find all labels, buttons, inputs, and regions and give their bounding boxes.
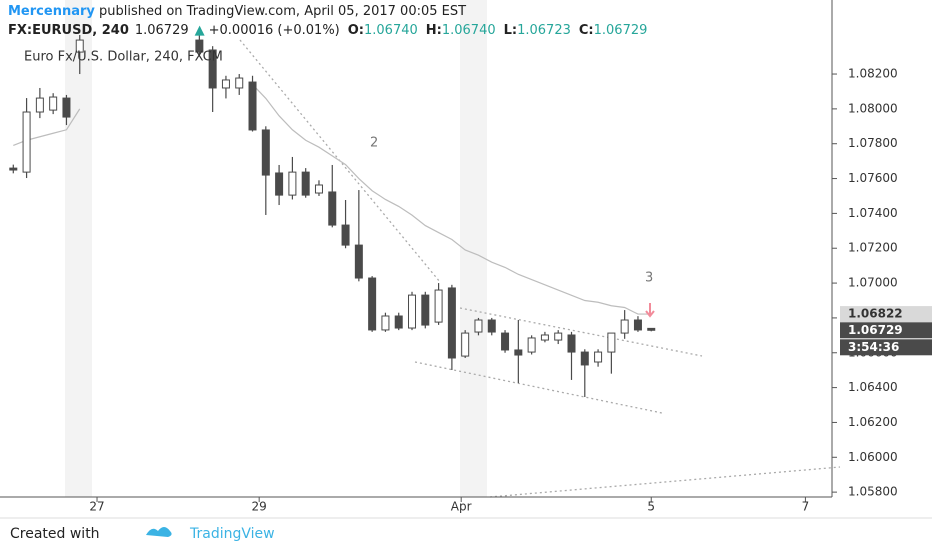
- arrow-down: [645, 303, 655, 318]
- price-tag-label: 1.06729: [848, 323, 903, 337]
- candle-body: [461, 332, 470, 357]
- candle-body: [354, 244, 363, 279]
- c-label: C:: [579, 23, 594, 38]
- candle-body: [447, 287, 456, 359]
- footer-brand[interactable]: TradingView: [189, 526, 275, 542]
- chart-title: Euro Fx/U.S. Dollar, 240, FXCM: [24, 50, 223, 65]
- candle-body: [301, 171, 310, 196]
- y-tick-label: 1.07400: [848, 206, 898, 220]
- x-tick-label: 7: [802, 500, 810, 514]
- y-tick-label: 1.07000: [848, 276, 898, 290]
- l-label: L:: [504, 23, 517, 38]
- candle-body: [22, 111, 31, 173]
- x-tick-label: Apr: [451, 500, 472, 514]
- candle-body: [527, 337, 536, 353]
- candle-body: [620, 319, 629, 334]
- y-tick-label: 1.07800: [848, 136, 898, 150]
- candle-body: [633, 319, 642, 331]
- candle-body: [421, 294, 430, 326]
- trendlines: [239, 39, 841, 498]
- o: 1.06740: [364, 23, 418, 38]
- candle-body: [514, 349, 523, 356]
- h-label: H:: [426, 23, 442, 38]
- candle-body: [487, 319, 496, 333]
- y-tick-label: 1.06400: [848, 380, 898, 394]
- candle-body: [62, 97, 71, 118]
- session-shade: [65, 0, 92, 497]
- logo[interactable]: [146, 527, 172, 537]
- y-tick-label: 1.06000: [848, 450, 898, 464]
- l: 1.06723: [517, 23, 571, 38]
- x-tick-label: 27: [89, 500, 104, 514]
- quote-line: FX:EURUSD, 240 1.06729 ▲ +0.00016 (+0.01%) O…: [8, 23, 647, 38]
- last: 1.06729: [135, 23, 189, 38]
- y-tick-label: 1.05800: [848, 485, 898, 499]
- arrow: ▲: [195, 23, 205, 38]
- author[interactable]: Mercennary: [8, 4, 95, 19]
- candle-body: [35, 97, 44, 113]
- y-tick-label: 1.07600: [848, 171, 898, 185]
- countdown: 3:54:36: [848, 340, 899, 354]
- candle-body: [314, 184, 323, 194]
- candle-body: [288, 171, 297, 196]
- c: 1.06729: [594, 23, 648, 38]
- price-tag-label: 1.06822: [848, 307, 903, 321]
- header-line: Mercennary published on TradingView.com,…: [8, 4, 466, 19]
- candle-body: [567, 334, 576, 353]
- candle-body: [594, 351, 603, 363]
- o-label: O:: [348, 23, 364, 38]
- candle-body: [607, 332, 616, 353]
- y-tick-label: 1.08000: [848, 101, 898, 115]
- candle-body: [341, 224, 350, 246]
- candle-body: [501, 332, 510, 351]
- symbol: FX:EURUSD, 240: [8, 23, 129, 38]
- annotation: 3: [645, 271, 653, 286]
- y-tick-label: 1.08200: [848, 67, 898, 81]
- countdown-tag: [840, 339, 932, 356]
- candle-body: [49, 96, 58, 111]
- candle-body: [368, 277, 377, 331]
- footer-text: Created with: [10, 526, 100, 542]
- y-tick-label: 1.07200: [848, 241, 898, 255]
- candle-body: [221, 79, 230, 89]
- candle-body: [9, 167, 18, 171]
- candle-body: [554, 332, 563, 341]
- candle-body: [381, 315, 390, 331]
- candle-body: [248, 81, 257, 131]
- candle-body: [408, 294, 417, 329]
- candle-body: [328, 191, 337, 226]
- candle-body: [261, 129, 270, 176]
- candle-body: [580, 351, 589, 366]
- annotation: 2: [370, 136, 378, 151]
- candle-body: [208, 49, 217, 89]
- candle-body: [235, 77, 244, 89]
- candle-body: [474, 319, 483, 333]
- candle-body: [394, 315, 403, 329]
- h: 1.06740: [442, 23, 496, 38]
- candle-body: [195, 39, 204, 53]
- x-tick-label: 29: [252, 500, 267, 514]
- candle-body: [647, 327, 656, 331]
- change: +0.00016 (+0.01%): [209, 23, 340, 38]
- x-tick-label: 5: [647, 500, 655, 514]
- price-tag: [840, 306, 932, 323]
- candle-body: [434, 289, 443, 323]
- candle-body: [75, 39, 84, 53]
- candle-body: [275, 172, 284, 196]
- price-tag: [840, 322, 932, 339]
- y-tick-label: 1.06200: [848, 415, 898, 429]
- session-shade: [460, 0, 487, 497]
- published: published on TradingView.com, April 05, …: [95, 4, 466, 19]
- candle-body: [540, 334, 549, 341]
